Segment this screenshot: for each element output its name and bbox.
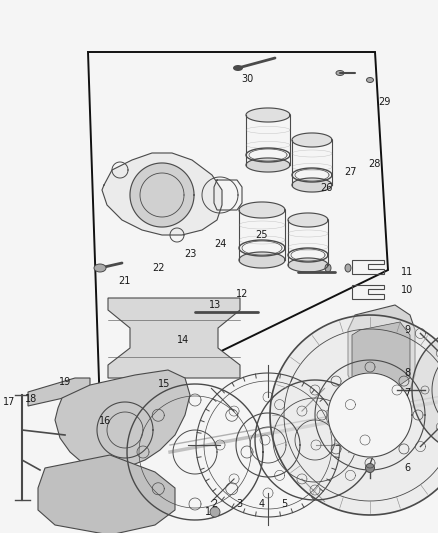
Text: 27: 27 bbox=[344, 167, 357, 176]
Text: 9: 9 bbox=[404, 326, 410, 335]
Polygon shape bbox=[130, 163, 194, 227]
Text: 13: 13 bbox=[208, 300, 221, 310]
Ellipse shape bbox=[210, 507, 220, 517]
Polygon shape bbox=[352, 322, 410, 385]
Text: 22: 22 bbox=[152, 263, 165, 272]
Text: 21: 21 bbox=[119, 277, 131, 286]
Polygon shape bbox=[28, 378, 90, 406]
Text: 16: 16 bbox=[99, 416, 112, 426]
Ellipse shape bbox=[336, 70, 344, 76]
Text: 4: 4 bbox=[258, 499, 265, 508]
Ellipse shape bbox=[325, 264, 331, 272]
Text: 8: 8 bbox=[404, 368, 410, 378]
Polygon shape bbox=[270, 315, 438, 515]
Text: 5: 5 bbox=[281, 499, 287, 508]
Ellipse shape bbox=[94, 264, 106, 272]
Text: 15: 15 bbox=[158, 379, 170, 389]
Polygon shape bbox=[288, 258, 328, 272]
Polygon shape bbox=[288, 213, 328, 227]
Polygon shape bbox=[292, 178, 332, 192]
Polygon shape bbox=[412, 325, 438, 455]
Text: 23: 23 bbox=[184, 249, 197, 259]
Ellipse shape bbox=[233, 65, 243, 71]
Ellipse shape bbox=[365, 464, 374, 472]
Text: 11: 11 bbox=[401, 267, 413, 277]
Polygon shape bbox=[102, 153, 222, 235]
Text: 1: 1 bbox=[205, 507, 211, 516]
Text: 18: 18 bbox=[25, 394, 37, 403]
Polygon shape bbox=[55, 370, 190, 470]
Text: 19: 19 bbox=[59, 377, 71, 387]
Text: 17: 17 bbox=[4, 398, 16, 407]
Ellipse shape bbox=[367, 77, 374, 83]
Text: 7: 7 bbox=[404, 389, 410, 398]
Text: 30: 30 bbox=[241, 74, 254, 84]
Polygon shape bbox=[246, 158, 290, 172]
Polygon shape bbox=[348, 305, 415, 398]
Text: 6: 6 bbox=[404, 463, 410, 473]
Polygon shape bbox=[292, 133, 332, 147]
Ellipse shape bbox=[345, 264, 351, 272]
Polygon shape bbox=[246, 108, 290, 122]
Text: 24: 24 bbox=[214, 239, 226, 249]
Text: 14: 14 bbox=[177, 335, 189, 345]
Text: 26: 26 bbox=[320, 183, 332, 192]
Text: 3: 3 bbox=[237, 499, 243, 508]
Polygon shape bbox=[328, 373, 412, 457]
Text: 12: 12 bbox=[236, 289, 248, 299]
Text: 10: 10 bbox=[401, 286, 413, 295]
Polygon shape bbox=[108, 298, 240, 378]
Text: 25: 25 bbox=[256, 230, 268, 239]
Polygon shape bbox=[239, 252, 285, 268]
Text: 29: 29 bbox=[378, 98, 391, 107]
Text: 2: 2 bbox=[212, 499, 218, 508]
Polygon shape bbox=[38, 455, 175, 533]
Text: 28: 28 bbox=[368, 159, 381, 169]
Polygon shape bbox=[239, 202, 285, 218]
